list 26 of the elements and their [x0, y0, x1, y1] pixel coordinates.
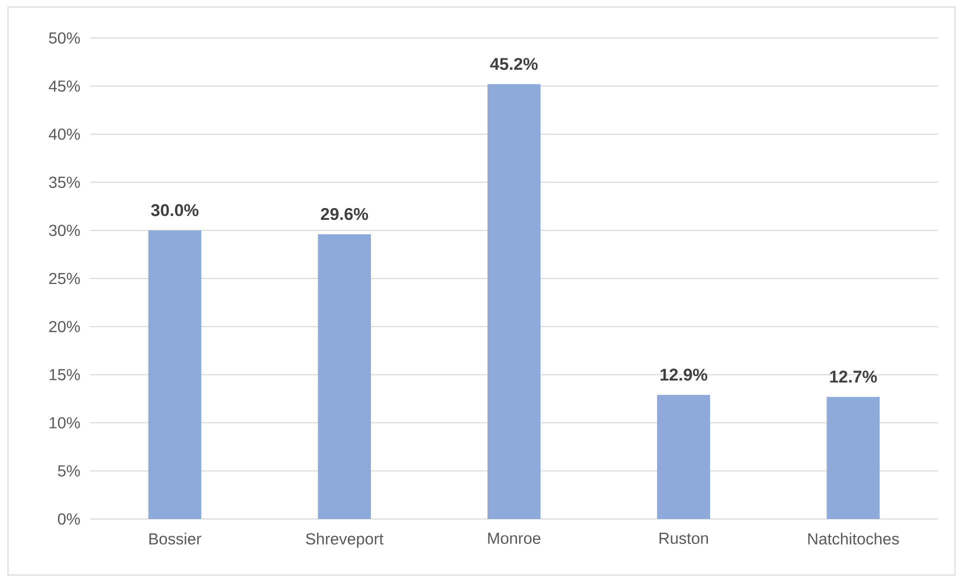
- y-tick-label: 35%: [49, 176, 80, 188]
- y-tick-label: 40%: [48, 128, 80, 140]
- bar: [148, 230, 202, 519]
- y-tick-label: 25%: [49, 272, 80, 284]
- x-tick-label: Monroe: [488, 532, 540, 544]
- bar: [657, 394, 710, 519]
- y-tick-label: 5%: [58, 465, 80, 477]
- x-tick-label: Ruston: [660, 532, 708, 544]
- bar: [826, 396, 880, 519]
- y-tick-label: 45%: [48, 80, 80, 92]
- y-tick-label: 10%: [50, 417, 80, 428]
- data-label: 45.2%: [490, 58, 538, 70]
- y-tick-label: 15%: [50, 369, 80, 380]
- y-tick-label: 30%: [49, 224, 80, 236]
- x-tick-label: Shreveport: [306, 532, 384, 548]
- data-label: 30.0%: [151, 204, 198, 216]
- y-tick-label: 20%: [49, 320, 80, 332]
- y-tick-label: 50%: [49, 32, 80, 44]
- bar: [488, 84, 541, 519]
- x-tick-label: Bossier: [149, 532, 202, 545]
- data-label: 12.9%: [660, 368, 708, 381]
- data-label: 12.7%: [830, 370, 877, 383]
- data-label: 29.6%: [320, 208, 368, 220]
- y-tick-label: 0%: [58, 513, 80, 525]
- bar: [318, 234, 371, 519]
- x-tick-label: Natchitoches: [808, 532, 899, 545]
